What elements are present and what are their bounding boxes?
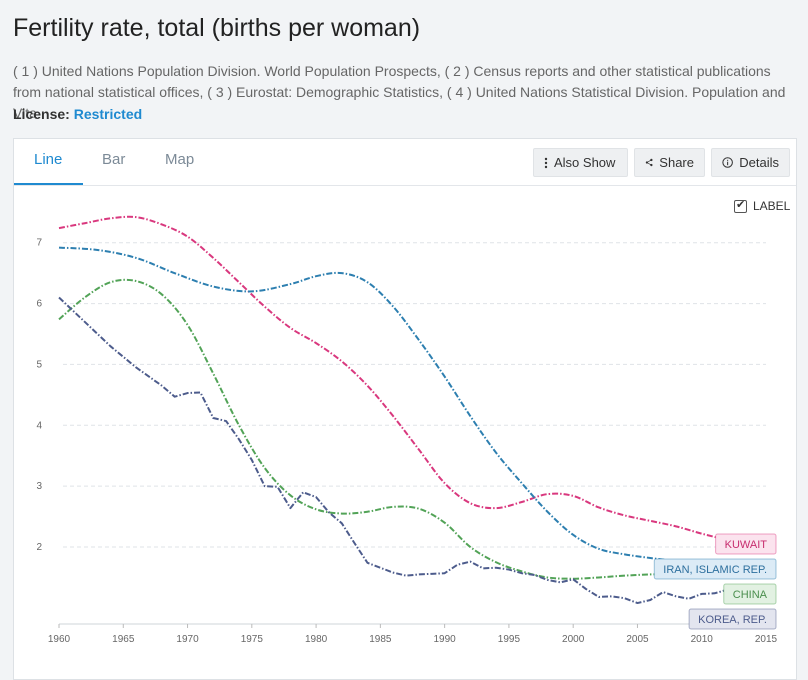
- page-title: Fertility rate, total (births per woman): [13, 14, 421, 42]
- x-tick-label: 1980: [305, 634, 328, 645]
- details-label: Details: [739, 155, 779, 170]
- share-button[interactable]: Share: [634, 148, 705, 177]
- series-label-china: CHINA: [723, 583, 777, 605]
- y-tick-label: 7: [36, 238, 42, 249]
- x-tick-label: 1995: [498, 634, 521, 645]
- x-tick-label: 2015: [755, 634, 778, 645]
- x-tick-label: 1960: [48, 634, 71, 645]
- share-label: Share: [659, 155, 694, 170]
- more-vertical-icon: [544, 157, 548, 168]
- x-tick-label: 2010: [691, 634, 714, 645]
- x-tick-label: 1975: [241, 634, 264, 645]
- line-chart: 2 3 4 5 6 7 1960 1965 1970 1975 1980 1985 1990 1995 20…: [36, 215, 778, 645]
- y-tick-label: 2: [36, 542, 42, 553]
- label-toggle-text: LABEL: [753, 199, 791, 213]
- series-label-kuwait: KUWAIT: [715, 533, 777, 555]
- chart-type-tabs: Line Bar Map Also Show Share Details: [14, 139, 796, 186]
- series-label-korea-rep: KOREA, REP.: [688, 608, 777, 630]
- also-show-label: Also Show: [554, 155, 616, 170]
- y-tick-label: 4: [36, 420, 42, 431]
- svg-text:KUWAIT: KUWAIT: [725, 539, 768, 551]
- x-tick-label: 1990: [434, 634, 457, 645]
- series-line-korea-rep: [58, 296, 767, 605]
- chart-panel: Line Bar Map Also Show Share Details LAB…: [13, 138, 797, 680]
- x-tick-label: 1965: [112, 634, 135, 645]
- x-tick-label: 2005: [626, 634, 649, 645]
- y-tick-label: 3: [36, 481, 42, 492]
- series-line-kuwait: [58, 215, 767, 545]
- svg-text:IRAN, ISLAMIC REP.: IRAN, ISLAMIC REP.: [663, 564, 767, 576]
- series-line-iran-islamic-rep: [58, 246, 767, 569]
- label-toggle[interactable]: LABEL: [734, 198, 791, 213]
- series-line-china: [58, 278, 767, 580]
- tab-bar[interactable]: Bar: [102, 151, 126, 168]
- info-icon: [722, 157, 733, 168]
- series-label-iran-islamic-rep: IRAN, ISLAMIC REP.: [653, 558, 777, 580]
- details-button[interactable]: Details: [711, 148, 790, 177]
- svg-text:CHINA: CHINA: [733, 589, 768, 601]
- license-link[interactable]: Restricted: [73, 106, 143, 122]
- x-tick-label: 1985: [369, 634, 392, 645]
- source-notes: ( 1 ) United Nations Population Division…: [13, 63, 786, 121]
- active-tab-indicator: [14, 183, 83, 185]
- license-label: License:: [13, 106, 70, 122]
- y-tick-label: 5: [36, 359, 42, 370]
- svg-text:KOREA, REP.: KOREA, REP.: [698, 614, 767, 626]
- x-tick-label: 1970: [176, 634, 199, 645]
- y-tick-label: 6: [36, 299, 42, 310]
- tab-map[interactable]: Map: [165, 151, 195, 168]
- tab-line[interactable]: Line: [34, 151, 63, 168]
- x-tick-label: 2000: [562, 634, 585, 645]
- license-line: License: Restricted: [13, 106, 142, 122]
- label-checkbox[interactable]: [734, 198, 747, 213]
- share-icon: [645, 158, 653, 167]
- also-show-button[interactable]: Also Show: [533, 148, 628, 177]
